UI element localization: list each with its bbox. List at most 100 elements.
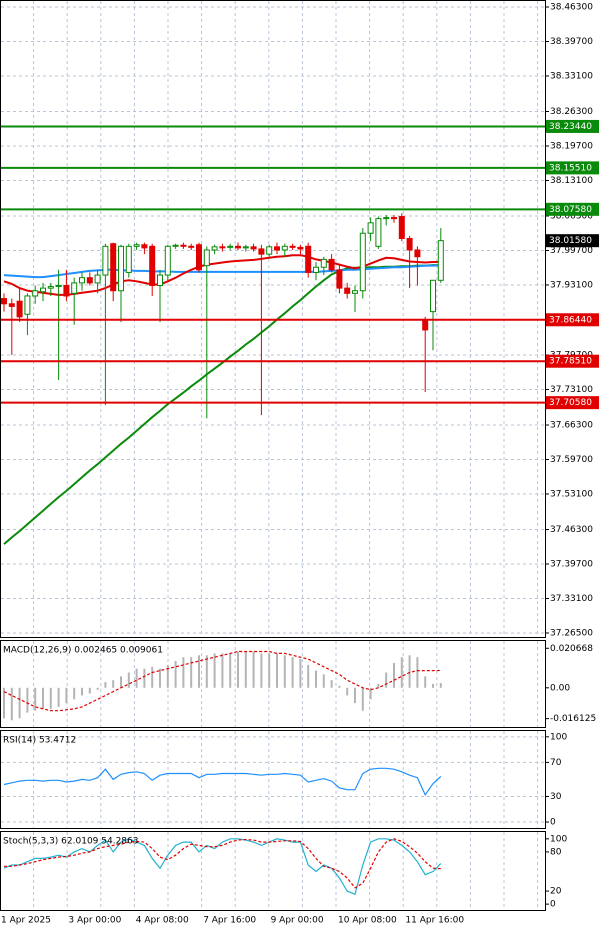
candle-body xyxy=(391,217,397,220)
panel xyxy=(0,831,546,911)
moving-average xyxy=(3,264,441,545)
candle-body xyxy=(250,246,257,250)
candle-body xyxy=(47,286,54,289)
y-tick-label: 100 xyxy=(550,834,567,844)
level-label-box xyxy=(546,119,599,133)
indicator-line xyxy=(3,838,442,896)
level-label-box xyxy=(546,313,599,327)
candle-body xyxy=(24,295,31,315)
candle-body xyxy=(94,274,101,284)
candle-body xyxy=(313,266,319,273)
y-tick-label: 70 xyxy=(550,758,562,768)
candle-body xyxy=(414,249,421,258)
candle-body xyxy=(211,246,218,251)
level-label: 37.70580 xyxy=(549,398,592,408)
candle-body xyxy=(297,246,304,250)
last-price-label: 38.01580 xyxy=(549,236,592,246)
candle-body xyxy=(422,319,429,331)
candle-body xyxy=(133,244,140,247)
candle-body xyxy=(328,258,335,271)
candle-body xyxy=(375,218,382,247)
candle-body xyxy=(102,245,109,276)
x-tick-label: 4 Apr 08:00 xyxy=(136,916,189,926)
candle-body xyxy=(196,244,202,271)
candle-body xyxy=(242,246,249,249)
candle-body xyxy=(336,269,343,289)
level-label-box xyxy=(546,396,599,410)
level-label: 37.78510 xyxy=(549,357,592,367)
y-tick-label: 38.33100 xyxy=(550,71,593,81)
candle-body xyxy=(118,245,124,292)
level-label-box xyxy=(546,161,599,175)
candle-body xyxy=(63,285,70,297)
y-tick-label: 0 xyxy=(550,900,556,910)
candle-body xyxy=(149,245,156,287)
y-tick-label: 37.46300 xyxy=(550,525,593,535)
candle-body xyxy=(55,285,62,288)
y-tick-label: 37.93100 xyxy=(550,280,593,290)
last-price-box xyxy=(546,234,599,248)
candle-body xyxy=(352,290,358,294)
y-tick-label: 38.13100 xyxy=(550,176,593,186)
level-label: 37.86440 xyxy=(549,315,592,325)
candle-body xyxy=(258,248,265,255)
candle-body xyxy=(86,277,93,284)
candle-body xyxy=(180,244,187,247)
x-tick-label: 1 Apr 2025 xyxy=(1,916,51,926)
candle-body xyxy=(430,279,436,313)
candle-body xyxy=(219,246,226,249)
candle-body xyxy=(79,277,85,284)
y-tick-label: 100 xyxy=(550,732,567,742)
y-tick-label: 0.00 xyxy=(550,683,570,693)
y-tick-label: 37.59700 xyxy=(550,455,593,465)
x-tick-label: 9 Apr 00:00 xyxy=(271,916,324,926)
candle-body xyxy=(172,244,179,247)
candle-body xyxy=(289,245,296,248)
indicator-title: MACD(12,26,9) 0.002465 0.009061 xyxy=(3,646,163,656)
level-label: 38.15510 xyxy=(549,163,592,173)
candle-body xyxy=(164,245,171,276)
y-tick-label: 38.26300 xyxy=(550,107,593,117)
indicator-title: Stoch(5,3,3) 62.0109 54.2863 xyxy=(3,837,138,847)
candle-body xyxy=(40,287,46,293)
x-tick-label: 10 Apr 08:00 xyxy=(338,916,397,926)
candle-body xyxy=(203,249,210,267)
candle-body xyxy=(344,287,351,294)
candle-body xyxy=(71,282,78,294)
panel xyxy=(0,640,546,728)
moving-average xyxy=(3,264,441,279)
y-tick-label: 0 xyxy=(550,818,556,828)
level-label: 38.07580 xyxy=(549,205,592,215)
candle-body xyxy=(406,237,413,251)
y-tick-label: 37.39700 xyxy=(550,560,593,570)
y-tick-label: 80 xyxy=(550,847,562,857)
candle-body xyxy=(32,290,39,297)
candle-body xyxy=(16,300,23,318)
y-tick-label: 38.39700 xyxy=(550,37,593,47)
y-tick-label: 37.66300 xyxy=(550,421,593,431)
x-tick-label: 7 Apr 16:00 xyxy=(203,916,256,926)
candle-body xyxy=(305,245,312,273)
indicator-line xyxy=(3,650,441,712)
candle-body xyxy=(274,246,280,251)
candle-body xyxy=(281,245,288,251)
candle-body xyxy=(437,240,444,281)
candle-body xyxy=(266,246,273,255)
candle-body xyxy=(157,274,163,287)
y-tick-label: 38.46300 xyxy=(550,3,593,13)
candle-body xyxy=(320,258,327,268)
indicator-line xyxy=(4,838,441,889)
candle-body xyxy=(110,243,117,292)
y-tick-label: 38.06300 xyxy=(550,212,593,222)
indicator-line xyxy=(3,767,442,797)
level-label-box xyxy=(546,354,599,368)
indicator-title: RSI(14) 53.4712 xyxy=(3,736,76,746)
y-tick-label: 37.73100 xyxy=(550,385,593,395)
candle-body xyxy=(141,244,148,249)
y-tick-label: 30 xyxy=(550,792,562,802)
x-tick-label: 11 Apr 16:00 xyxy=(405,916,464,926)
y-tick-label: 20 xyxy=(550,887,562,897)
x-tick-label: 3 Apr 00:00 xyxy=(68,916,121,926)
